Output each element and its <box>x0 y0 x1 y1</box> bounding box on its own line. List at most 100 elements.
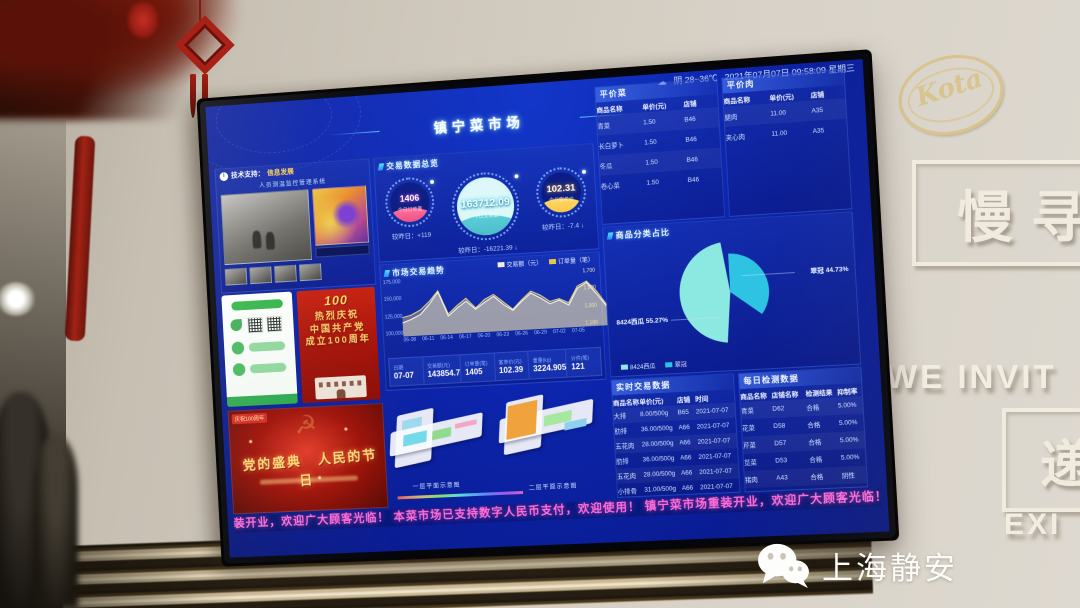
gauge-delta: 较昨日：+119 <box>391 231 432 242</box>
pie-chart <box>676 241 771 346</box>
legend-item: 8424西瓜 <box>620 361 656 372</box>
cctv-feed <box>220 189 313 266</box>
table-body: 商品名称 单价(元) 店铺 青菜 1.50 B46 长白萝卜 1.50 B46 冬瓜 1.50 B46… <box>596 94 722 196</box>
watermark-text: 上海静安 <box>822 550 958 586</box>
gauge-orders: 1406 今日订单量 较昨日：+119 <box>384 175 436 242</box>
gauge-delta: 较昨日：-7.4 ↓ <box>541 222 585 232</box>
knot-cord <box>199 0 201 26</box>
category-pie-panel: 商品分类占比 8424西瓜 55.27% 翠冠 44.73% 8424西瓜 翠冠 <box>602 211 862 378</box>
gauge-revenue: 163712.09 今日交易额 较昨日：-16221.39 ↓ <box>450 170 521 255</box>
y-tick: 150,000 <box>383 296 402 304</box>
vendor-logo-icon: i <box>219 171 229 181</box>
fair-price-veg-table: 平价菜 商品名称 单价(元) 店铺 青菜 1.50 B46 长白萝卜 1.50 B46 冬瓜 1.5… <box>594 77 726 225</box>
qr-code <box>266 315 283 333</box>
poster-slogan: 热烈庆祝 中国共产党 成立100周年 <box>298 308 378 349</box>
fair-price-meat-table: 平价肉 商品名称 单价(元) 店铺 腿肉 11.00 A35 夹心肉 11.00 A35 <box>721 68 853 217</box>
trend-stat-cell: 客单价(元) 102.39 <box>494 351 530 381</box>
y-tick: 100,000 <box>385 330 404 338</box>
red-lantern <box>128 2 158 38</box>
wall-sign-cn-text: 慢寻 <box>957 185 1080 249</box>
trend-stat-cell: 计件(笔) 121 <box>570 354 590 371</box>
trade-overview-panel: 交易数据总览 1406 今日订单量 较昨日：+119 163712.09 今日交… <box>373 143 600 263</box>
gauge-delta: 较昨日：-16221.39 ↓ <box>458 244 518 255</box>
party-emblem-icon: ☭ <box>293 409 318 440</box>
floorplan-2 <box>498 383 594 457</box>
camera-feeds <box>217 182 374 266</box>
gala-headline-right: 人民的节日 <box>299 446 379 489</box>
support-name: 信息发展 <box>266 168 295 178</box>
table-body: 商品名称 单价(元) 店铺 时间 大排 8.00/500g B65 2021-07-07 肋排 3… <box>612 389 739 499</box>
x-tick: 06-20 <box>477 332 491 340</box>
green-badge-icon <box>232 362 246 377</box>
bystander-silhouette <box>34 436 78 608</box>
gauges-row: 1406 今日订单量 较昨日：+119 163712.09 今日交易额 较昨日：… <box>375 159 598 259</box>
floorplan-1 <box>389 396 483 469</box>
x-tick: 06-23 <box>496 331 510 339</box>
camera-thumbnail <box>298 263 322 282</box>
table-body: 商品名称 店铺名称 检测结果 抑制率 青菜 D62 合格 5.00% 花菜 D58 合格 5.00% 芹… <box>740 383 867 489</box>
dashboard: ☁ 阴 28~36℃ 2021年07月07日 09:58:09 星期三 镇宁菜市… <box>205 59 890 558</box>
x-tick: 06-17 <box>458 333 472 341</box>
leaf-icon <box>230 318 243 332</box>
gala-tag: 庆祝100周年 <box>231 412 268 425</box>
wall-sign-box-cn: 慢寻 <box>912 160 1080 266</box>
legend-chip-icon <box>497 262 505 268</box>
100-emblem: 100 <box>323 292 349 309</box>
legend-chip-icon <box>665 362 673 368</box>
poster-header-pill <box>231 298 283 311</box>
x-tick: 06-11 <box>422 335 435 343</box>
person-figure <box>265 231 276 250</box>
market-title: 镇宁菜市场 <box>369 106 590 141</box>
floorplan-panel: 一层平面示意图 二层平面示意图 <box>386 380 611 506</box>
trend-stat-cell: 日期 07-07 <box>389 357 425 386</box>
legend-chip-icon <box>548 258 557 265</box>
building-illustration <box>314 375 367 400</box>
floorplan-color-legend <box>397 490 524 500</box>
x-tick: 07-05 <box>571 327 585 335</box>
gala-headline: 党的盛典 人民的节日 <box>230 442 386 494</box>
wechat-icon <box>758 543 809 589</box>
wall-sign-box-cn2: 递 <box>1002 408 1080 512</box>
logo-script-text: Kota <box>912 63 987 114</box>
gold-oval-logo: Kota <box>890 44 1012 146</box>
thermal-feed <box>312 185 370 246</box>
x-tick: 07-02 <box>552 328 566 336</box>
health-code-poster <box>221 291 298 407</box>
gala-headline-left: 党的盛典 <box>242 453 303 474</box>
thermal-feed-toolbar <box>315 244 370 258</box>
wall-sign-cn2-text: 递 <box>1039 436 1080 495</box>
watermark: 上海静安 <box>754 540 958 590</box>
person-figure <box>252 230 262 249</box>
x-tick: 06-14 <box>440 334 454 342</box>
led-display-screen: ☁ 阴 28~36℃ 2021年07月07日 09:58:09 星期三 镇宁菜市… <box>196 49 900 567</box>
trend-stat-cell: 订单量(笔) 1405 <box>460 353 496 383</box>
poster-text-pill <box>248 341 286 352</box>
knot-tassel <box>190 74 196 118</box>
poster-row: 100 热烈庆祝 中国共产党 成立100周年 <box>221 286 381 407</box>
y-tick: 175,000 <box>382 279 401 287</box>
camera-thumbnail <box>249 266 273 285</box>
green-badge-icon <box>231 341 245 355</box>
sparkle <box>249 440 253 444</box>
legend-item: 翠冠 <box>665 359 687 369</box>
pie-legend: 8424西瓜 翠冠 <box>620 359 687 372</box>
red-pillar <box>64 135 96 342</box>
floorplan-label: 一层平面示意图 <box>412 482 461 491</box>
sparkle <box>344 427 348 431</box>
y-axis-left: 175,000 150,000 125,000 100,000 <box>382 279 404 338</box>
anniversary-poster: 100 热烈庆祝 中国共产党 成立100周年 <box>296 286 381 404</box>
x-tick: 06-08 <box>403 336 417 344</box>
poster-footer-bar <box>226 393 298 407</box>
realtime-trade-table: 实时交易数据 商品名称 单价(元) 店铺 时间 大排 8.00/500g B65 2021-0… <box>610 373 741 499</box>
daily-test-table: 每日检测数据 商品名称 店铺名称 检测结果 抑制率 青菜 D62 合格 5.00% 花菜 D58 合… <box>737 366 869 493</box>
x-tick: 06-26 <box>515 330 529 338</box>
camera-thumbnail <box>224 267 248 286</box>
poster-text-pill <box>249 362 287 374</box>
temperature-monitor-panel: i 技术支持： 信息发展 人员测温监控管理系统 <box>214 158 377 294</box>
thermal-feed-wrap <box>312 185 370 259</box>
gauge-avg-ticket: 102.31 今日客单价 较昨日：-7.4 ↓ <box>534 165 588 232</box>
camera-thumbnail <box>274 264 297 283</box>
wall-lamp <box>0 282 36 316</box>
trend-stat-cell: 重量(kg) 3224.905 <box>528 349 568 379</box>
